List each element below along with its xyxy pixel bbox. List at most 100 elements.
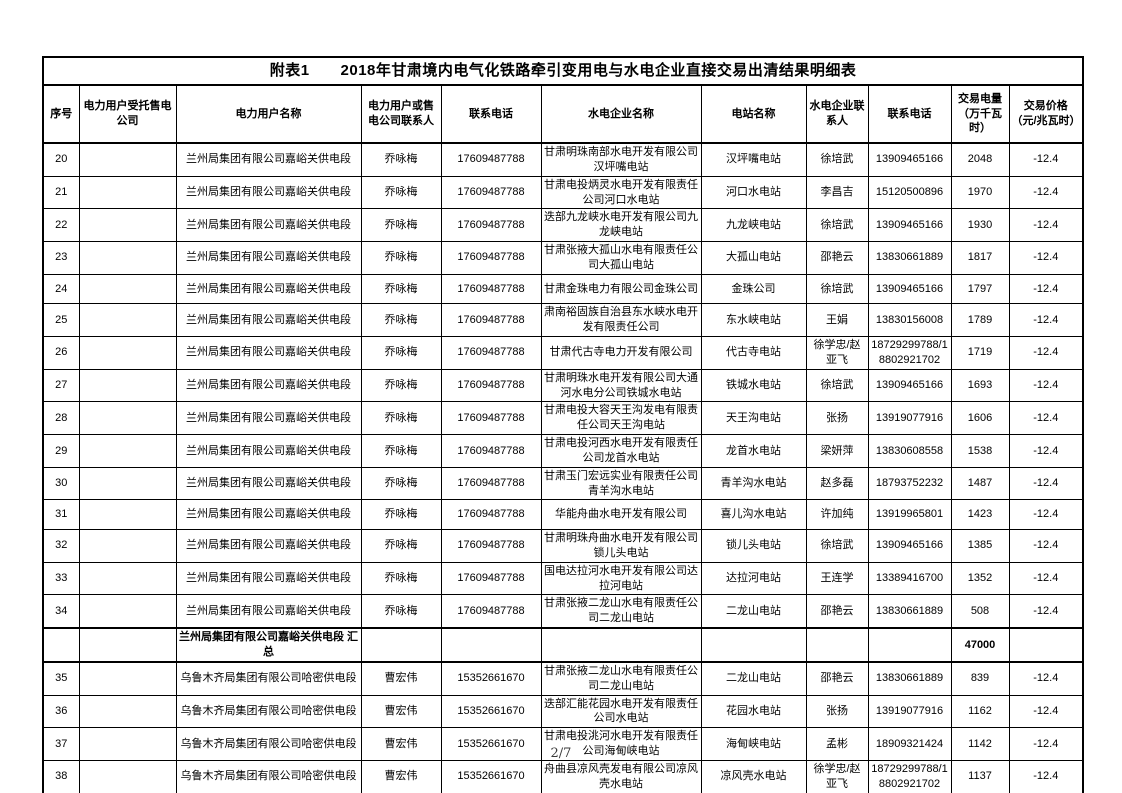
table-cell: 17609487788 [440,336,542,370]
table-title: 附表1 2018年甘肃境内电气化铁路牵引变用电与水电企业直接交易出清结果明细表 [42,56,1084,86]
table-cell: 兰州局集团有限公司嘉峪关供电段 [175,208,362,243]
table-cell: 13909465166 [867,368,952,403]
table-cell: 13830661889 [867,661,952,696]
table-cell: 23 [42,241,80,275]
table-cell: 17609487788 [440,368,542,403]
table-cell: 兰州局集团有限公司嘉峪关供电段 [175,273,362,305]
table-row: 32 兰州局集团有限公司嘉峪关供电段 乔咏梅 17609487788 甘肃明珠舟曲水电开… [42,529,1084,563]
column-header: 交易电量（万千瓦时） [950,84,1010,144]
table-cell: 20 [42,142,80,177]
table-cell: -12.4 [1008,727,1084,761]
table-cell [540,627,702,663]
table-cell [78,241,177,275]
table-cell [78,727,177,761]
table-cell: 迭部九龙峡水电开发有限公司九龙峡电站 [540,208,702,243]
table-cell: 徐学忠/赵亚飞 [805,336,869,370]
table-cell: 曹宏伟 [360,727,442,761]
table-cell: 13919077916 [867,694,952,729]
table-cell: 17609487788 [440,401,542,436]
table-cell: 喜儿沟水电站 [700,499,807,531]
table-cell: 华能舟曲水电开发有限公司 [540,499,702,531]
table-cell: 汉坪嘴电站 [700,142,807,177]
table-row: 31 兰州局集团有限公司嘉峪关供电段 乔咏梅 17609487788 华能舟曲水电开发有… [42,499,1084,531]
table-cell: 兰州局集团有限公司嘉峪关供电段 [175,303,362,338]
table-cell: 18793752232 [867,466,952,501]
table-cell [1008,627,1084,663]
table-body: 20 兰州局集团有限公司嘉峪关供电段 乔咏梅 17609487788 甘肃明珠南部水电开… [42,142,1084,793]
table-cell [360,627,442,663]
table-cell: 邵艳云 [805,661,869,696]
table-cell [42,627,80,663]
column-header: 联系电话 [867,84,952,144]
table-cell: 甘肃明珠舟曲水电开发有限公司锁儿头电站 [540,529,702,563]
table-cell: 21 [42,175,80,210]
table-cell [78,759,177,793]
table-cell: 18729299788/18802921702 [867,759,952,793]
table-cell: 乔咏梅 [360,142,442,177]
table-cell: 乌鲁木齐局集团有限公司哈密供电段 [175,759,362,793]
table-cell: 曹宏伟 [360,694,442,729]
table-cell: 1538 [950,434,1010,468]
table-cell: 34 [42,594,80,629]
table-cell: 13830661889 [867,241,952,275]
table-cell: 乔咏梅 [360,336,442,370]
table-cell: 花园水电站 [700,694,807,729]
table-cell: 17609487788 [440,561,542,596]
table-cell: 兰州局集团有限公司嘉峪关供电段 [175,336,362,370]
table-cell: 2048 [950,142,1010,177]
table-cell: 甘肃金珠电力有限公司金珠公司 [540,273,702,305]
table-cell: 17609487788 [440,594,542,629]
table-cell: 13909465166 [867,529,952,563]
table-cell [78,434,177,468]
table-cell: 13830608558 [867,434,952,468]
table-cell: 17609487788 [440,142,542,177]
column-header: 电力用户或售电公司联系人 [360,84,442,144]
table-cell: 30 [42,466,80,501]
table-cell: 天王沟电站 [700,401,807,436]
table-cell: 乔咏梅 [360,594,442,629]
table-header-row: 序号 电力用户受托售电公司 电力用户名称 电力用户或售电公司联系人 联系电话 水电企业名称… [42,84,1084,144]
table-cell: 大孤山电站 [700,241,807,275]
table-row: 24 兰州局集团有限公司嘉峪关供电段 乔咏梅 17609487788 甘肃金珠电力有限公… [42,273,1084,305]
table-cell: 15352661670 [440,694,542,729]
table-cell: 甘肃张掖二龙山水电有限责任公司二龙山电站 [540,594,702,629]
table-cell: 邵艳云 [805,594,869,629]
table-cell: 甘肃明珠南部水电开发有限公司汉坪嘴电站 [540,142,702,177]
table-cell: 乔咏梅 [360,303,442,338]
table-cell: 35 [42,661,80,696]
table-cell: -12.4 [1008,594,1084,629]
table-cell: 1162 [950,694,1010,729]
table-cell: 凉风壳水电站 [700,759,807,793]
table-cell: 1817 [950,241,1010,275]
table-cell: 张扬 [805,694,869,729]
table-cell: 梁妍萍 [805,434,869,468]
table-cell: 乔咏梅 [360,241,442,275]
table-cell: 孟彬 [805,727,869,761]
table-cell: 1970 [950,175,1010,210]
table-cell: -12.4 [1008,208,1084,243]
table-cell: 徐培武 [805,142,869,177]
table-cell [805,627,869,663]
table-row: 23 兰州局集团有限公司嘉峪关供电段 乔咏梅 17609487788 甘肃张掖大孤山水电… [42,241,1084,275]
table-cell: 舟曲县凉风壳发电有限公司凉风壳水电站 [540,759,702,793]
table-cell: 国电达拉河水电开发有限公司达拉河电站 [540,561,702,596]
table-row: 26 兰州局集团有限公司嘉峪关供电段 乔咏梅 17609487788 甘肃代古寺电力开发… [42,336,1084,370]
table-cell: 1423 [950,499,1010,531]
table-cell: 1352 [950,561,1010,596]
table-cell: 13919965801 [867,499,952,531]
table-cell: 18729299788/18802921702 [867,336,952,370]
table-cell: 1385 [950,529,1010,563]
table-cell: 17609487788 [440,303,542,338]
table-cell: 17609487788 [440,175,542,210]
table-cell: 兰州局集团有限公司嘉峪关供电段 [175,434,362,468]
table-cell: 二龙山电站 [700,594,807,629]
table-cell: 代古寺电站 [700,336,807,370]
table-cell: 二龙山电站 [700,661,807,696]
table-cell: 29 [42,434,80,468]
table-cell: 海甸峡电站 [700,727,807,761]
table-cell [78,529,177,563]
table-cell: 24 [42,273,80,305]
table-cell: 兰州局集团有限公司嘉峪关供电段 [175,529,362,563]
table-cell: 甘肃电投大容天王沟发电有限责任公司天王沟电站 [540,401,702,436]
